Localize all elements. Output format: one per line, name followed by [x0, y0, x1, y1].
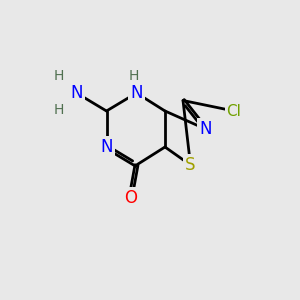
Text: N: N [100, 138, 113, 156]
Text: H: H [128, 69, 139, 82]
Text: S: S [185, 156, 196, 174]
Text: H: H [53, 70, 64, 83]
Text: H: H [53, 103, 64, 116]
Text: O: O [124, 189, 137, 207]
Text: Cl: Cl [226, 103, 242, 118]
Text: N: N [70, 84, 83, 102]
Text: N: N [199, 120, 212, 138]
Text: N: N [130, 84, 143, 102]
